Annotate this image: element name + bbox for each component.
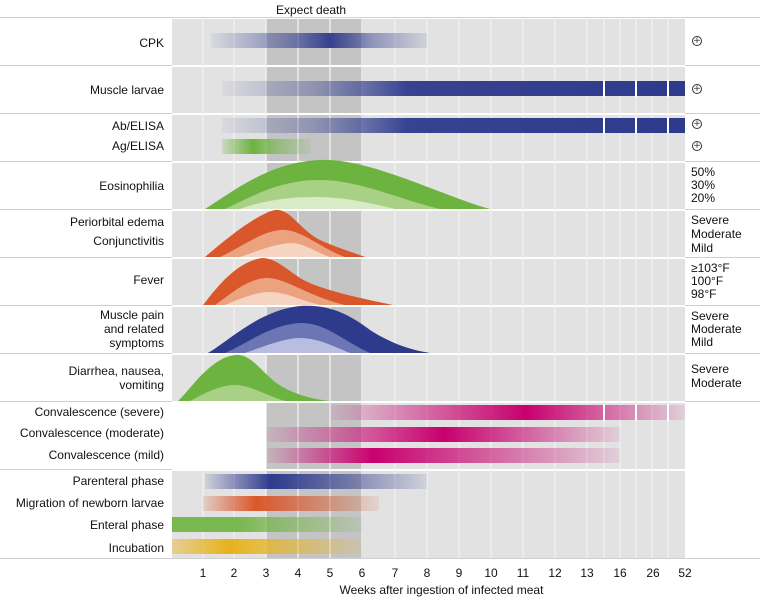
row-label-diarrhea-1: Diarrhea, nausea, (68, 364, 164, 378)
muscle-pain-moderate-curve (225, 322, 370, 353)
x-tick-5: 5 (326, 566, 334, 580)
row-label-muscle-larvae: Muscle larvae (89, 83, 164, 97)
row-label-periorbital-edema: Periorbital edema (69, 215, 164, 229)
muscle-pain-mild-curve (245, 338, 350, 353)
x-tick-3: 3 (262, 566, 270, 580)
x-tick-26: 26 (646, 566, 660, 580)
convalescence-mild-bar (267, 448, 620, 463)
diarrhea-legend-moderate: Moderate (691, 376, 742, 390)
muscle-larvae-marker: + (692, 84, 702, 94)
row-label-convalescence-severe: Convalescence (severe) (34, 405, 164, 419)
far-week-gaps (603, 80, 669, 421)
row-label-ab-elisa: Ab/ELISA (111, 119, 164, 133)
x-tick-11: 11 (516, 566, 530, 580)
edema-mild-curve (240, 243, 330, 257)
incubation-bar (172, 539, 362, 554)
lower-panel-left-band (172, 402, 266, 470)
row-label-conjunctivitis: Conjunctivitis (93, 234, 164, 248)
eosinophilia-legend-20: 20% (691, 191, 716, 205)
x-tick-4: 4 (294, 566, 302, 580)
convalescence-severe-bar (331, 405, 685, 420)
cpk-elevated-marker: + (692, 36, 702, 46)
x-tick-16: 16 (613, 566, 627, 580)
x-tick-7: 7 (391, 566, 399, 580)
expect-death-label: Expect death (276, 3, 347, 17)
muscle-larvae-bar (222, 81, 685, 96)
x-tick-9: 9 (455, 566, 463, 580)
ag-elisa-marker: + (692, 141, 702, 151)
ag-elisa-bar (222, 139, 311, 154)
x-tick-12: 12 (548, 566, 562, 580)
eosinophilia-20pct-curve (240, 197, 395, 209)
row-label-eosinophilia: Eosinophilia (99, 179, 164, 193)
x-axis-title: Weeks after ingestion of infected meat (339, 583, 544, 597)
fever-low-curve (225, 292, 320, 305)
row-label-convalescence-moderate: Convalescence (moderate) (19, 426, 164, 440)
row-label-muscle-pain-2: and related (103, 322, 164, 336)
migration-larvae-bar (203, 496, 379, 511)
edema-legend-severe: Severe (691, 213, 730, 227)
enteral-phase-bar (172, 517, 362, 532)
fever-legend-medium: 100°F (691, 274, 724, 288)
ab-elisa-bar (222, 118, 685, 133)
row-label-parenteral-phase: Parenteral phase (72, 474, 164, 488)
fever-legend-low: 98°F (691, 287, 717, 301)
row-label-cpk: CPK (139, 36, 164, 50)
row-label-migration-larvae: Migration of newborn larvae (15, 496, 164, 510)
row-label-incubation: Incubation (108, 541, 164, 555)
x-tick-2: 2 (230, 566, 238, 580)
row-label-muscle-pain-3: symptoms (109, 336, 164, 350)
convalescence-moderate-bar (267, 427, 620, 442)
row-label-fever: Fever (133, 273, 164, 287)
x-tick-8: 8 (423, 566, 431, 580)
row-separator-outline (0, 17, 760, 559)
eosinophilia-legend-30: 30% (691, 178, 716, 192)
row-label-ag-elisa: Ag/ELISA (111, 139, 164, 153)
eosinophilia-legend-50: 50% (691, 165, 716, 179)
fever-legend-high: ≥103°F (691, 261, 730, 275)
parenteral-phase-bar (205, 474, 427, 489)
row-label-muscle-pain-1: Muscle pain (99, 308, 164, 322)
diarrhea-legend-severe: Severe (691, 362, 730, 376)
cpk-bar (211, 33, 427, 48)
edema-legend-mild: Mild (691, 241, 714, 255)
edema-legend-moderate: Moderate (691, 227, 742, 241)
row-label-diarrhea-2: vomiting (119, 378, 164, 392)
ab-elisa-marker: + (692, 119, 702, 129)
x-tick-13: 13 (580, 566, 594, 580)
muscle-pain-legend-severe: Severe (691, 309, 730, 323)
row-label-enteral-phase: Enteral phase (89, 518, 164, 532)
diarrhea-moderate-curve (190, 385, 285, 401)
muscle-pain-legend-moderate: Moderate (691, 322, 742, 336)
row-label-convalescence-mild: Convalescence (mild) (48, 448, 164, 462)
x-tick-10: 10 (484, 566, 498, 580)
muscle-pain-legend-mild: Mild (691, 335, 714, 349)
x-tick-6: 6 (358, 566, 366, 580)
x-tick-1: 1 (199, 566, 207, 580)
x-tick-52: 52 (678, 566, 692, 580)
